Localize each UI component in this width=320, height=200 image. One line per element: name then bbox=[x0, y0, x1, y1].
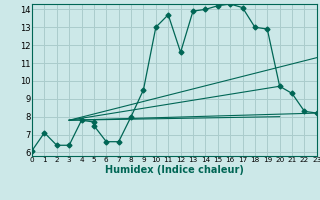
X-axis label: Humidex (Indice chaleur): Humidex (Indice chaleur) bbox=[105, 165, 244, 175]
